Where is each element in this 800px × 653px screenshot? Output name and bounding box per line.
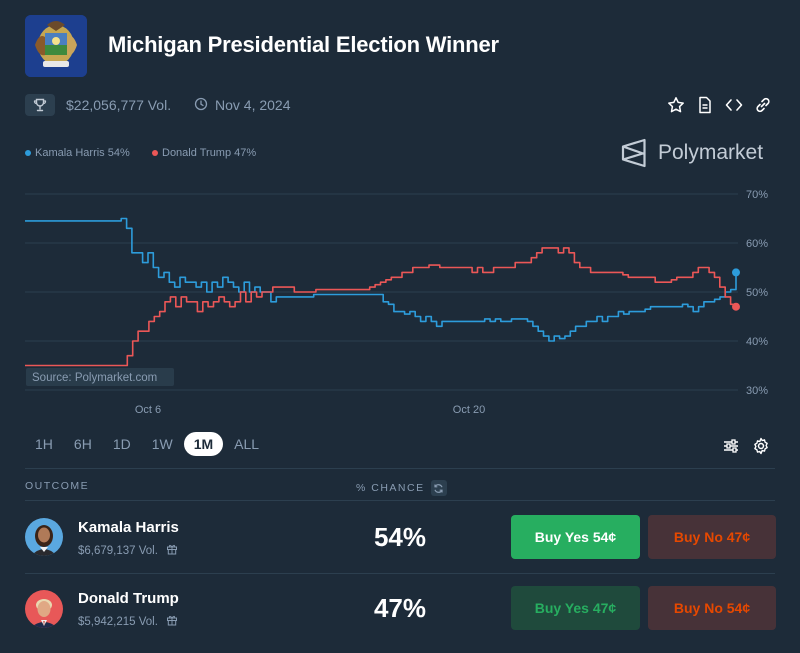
buy-no-button[interactable]: Buy No 47¢ [648, 515, 776, 559]
candidate-volume: $6,679,137 Vol. [78, 543, 178, 558]
candidate-volume-text: $5,942,215 Vol. [78, 615, 158, 628]
range-tabs: 1H 6H 1D 1W 1M ALL [25, 432, 270, 456]
document-icon[interactable] [695, 95, 715, 115]
x-tick-label: Oct 6 [135, 404, 161, 416]
y-tick-label: 30% [746, 385, 768, 397]
polymarket-logo: Polymarket [620, 138, 763, 168]
y-tick-label: 70% [746, 189, 768, 201]
buy-yes-button[interactable]: Buy Yes 54¢ [511, 515, 640, 559]
gift-icon[interactable] [166, 543, 178, 558]
chance-header-label: % CHANCE [356, 482, 425, 494]
candidate-volume: $5,942,215 Vol. [78, 614, 178, 629]
sliders-icon[interactable] [722, 437, 742, 457]
price-chart[interactable]: 70% 60% 50% 40% 30% Oct 6 Oct 20 Source: Polym… [0, 180, 800, 420]
end-date: Nov 4, 2024 [215, 97, 291, 113]
y-tick-label: 60% [746, 238, 768, 250]
range-tab-1w[interactable]: 1W [151, 436, 173, 452]
buy-no-button[interactable]: Buy No 54¢ [648, 586, 776, 630]
clock-icon [194, 97, 208, 111]
avatar-harris [25, 518, 63, 556]
market-volume: $22,056,777 Vol. [66, 97, 172, 113]
series-line-trump [25, 247, 737, 367]
range-tab-6h[interactable]: 6H [73, 436, 92, 452]
series-line-harris [25, 217, 737, 342]
link-icon[interactable] [753, 95, 773, 115]
gift-icon[interactable] [166, 614, 178, 629]
outcome-header: OUTCOME [25, 480, 90, 492]
star-icon[interactable] [666, 95, 686, 115]
divider [25, 573, 775, 574]
range-tab-1h[interactable]: 1H [35, 436, 53, 452]
chance-header: % CHANCE [356, 480, 447, 496]
divider [25, 500, 775, 501]
candidate-name[interactable]: Kamala Harris [78, 519, 179, 536]
range-tab-all[interactable]: ALL [234, 436, 260, 452]
y-tick-label: 50% [746, 287, 768, 299]
trophy-icon [25, 94, 55, 116]
candidate-volume-text: $6,679,137 Vol. [78, 544, 158, 557]
range-tab-1d[interactable]: 1D [112, 436, 131, 452]
legend-item-trump: Donald Trump 47% [152, 147, 256, 159]
buy-yes-button[interactable]: Buy Yes 47¢ [511, 586, 640, 630]
legend-dot [25, 150, 31, 156]
brand-name: Polymarket [658, 141, 764, 164]
gear-icon[interactable] [752, 437, 772, 457]
series-end-dot [732, 268, 740, 277]
divider [25, 468, 775, 469]
candidate-name[interactable]: Donald Trump [78, 590, 179, 607]
legend-item-harris: Kamala Harris 54% [25, 147, 130, 159]
source-label-bg [26, 368, 174, 386]
page-title: Michigan Presidential Election Winner [108, 32, 499, 57]
chance-value: 47% [373, 593, 427, 623]
series-end-dot [732, 302, 740, 311]
code-icon[interactable] [724, 95, 744, 115]
source-label: Source: Polymarket.com [32, 372, 157, 384]
refresh-icon[interactable] [430, 480, 447, 496]
legend-label: Kamala Harris 54% [35, 147, 130, 159]
x-tick-label: Oct 20 [453, 404, 485, 416]
avatar-trump [25, 590, 63, 628]
polymarket-logo-icon [621, 138, 646, 168]
chance-value: 54% [373, 522, 427, 552]
range-tab-1m[interactable]: 1M [183, 432, 224, 456]
y-tick-label: 40% [746, 336, 768, 348]
michigan-flag-icon [25, 15, 87, 77]
legend-dot [152, 150, 158, 156]
legend-label: Donald Trump 47% [162, 147, 257, 159]
